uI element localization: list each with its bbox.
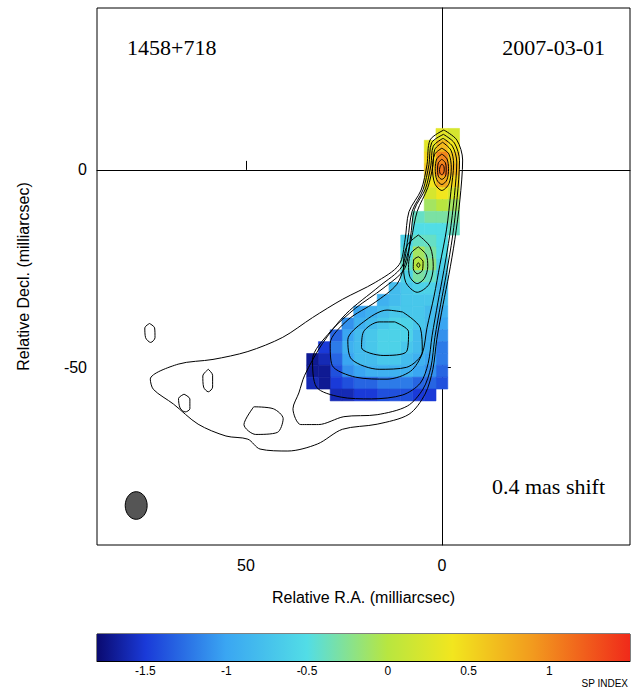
svg-text:0: 0 — [437, 557, 446, 574]
svg-text:-50: -50 — [64, 359, 87, 376]
svg-text:0.4 mas shift: 0.4 mas shift — [492, 474, 605, 499]
svg-text:50: 50 — [237, 557, 255, 574]
svg-text:0: 0 — [78, 161, 87, 178]
svg-text:SP INDEX: SP INDEX — [582, 678, 629, 689]
svg-text:0: 0 — [384, 664, 391, 678]
svg-text:1: 1 — [546, 664, 553, 678]
svg-text:-1: -1 — [221, 664, 232, 678]
svg-text:Relative Decl. (milliarcsec): Relative Decl. (milliarcsec) — [15, 182, 32, 370]
svg-text:-0.5: -0.5 — [297, 664, 318, 678]
svg-text:2007-03-01: 2007-03-01 — [502, 35, 605, 60]
svg-text:Relative R.A. (milliarcsec): Relative R.A. (milliarcsec) — [272, 589, 455, 606]
svg-text:-1.5: -1.5 — [135, 664, 156, 678]
svg-text:0.5: 0.5 — [460, 664, 477, 678]
svg-text:1458+718: 1458+718 — [127, 35, 216, 60]
